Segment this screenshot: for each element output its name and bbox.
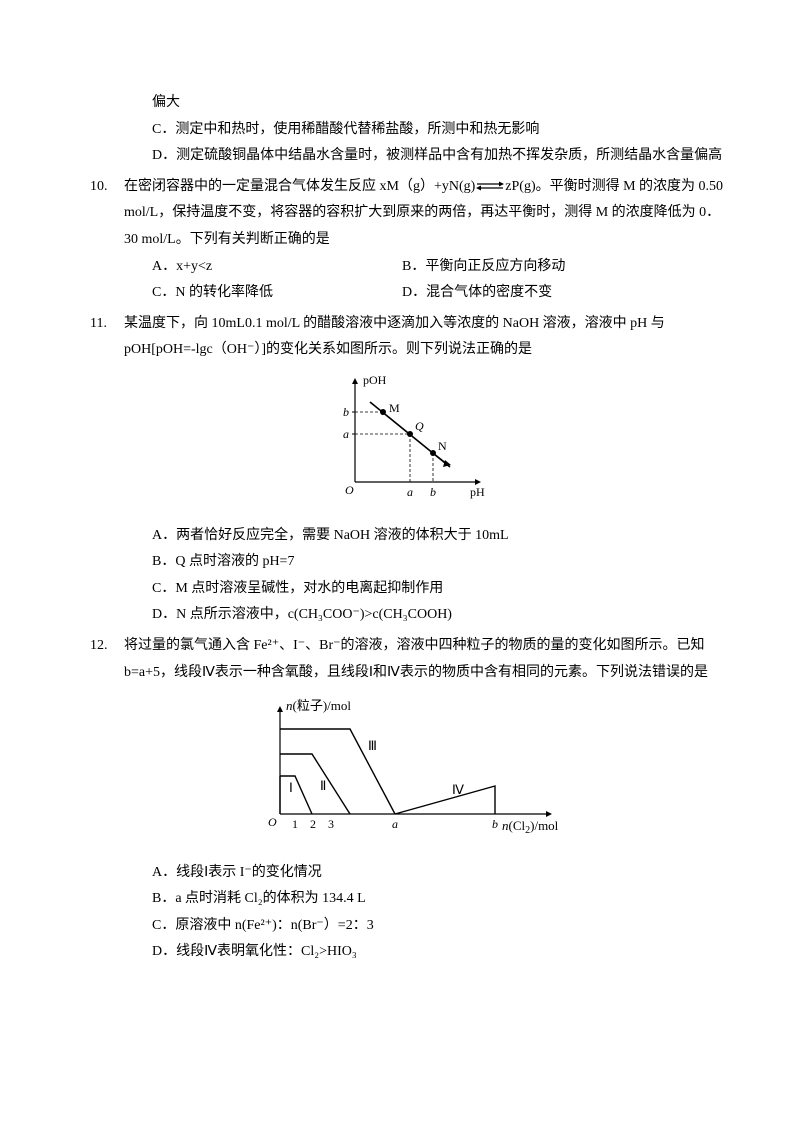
svg-text:M: M — [389, 401, 400, 415]
svg-text:Ⅳ: Ⅳ — [452, 782, 464, 797]
svg-text:Ⅱ: Ⅱ — [320, 778, 326, 793]
q12-opt-d: D．线段Ⅳ表明氧化性：Cl₂>HIO₃ — [152, 939, 730, 966]
svg-text:a: a — [343, 427, 349, 441]
q12-opt-c: C．原溶液中 n(Fe²⁺)：n(Br⁻）=2：3 — [152, 913, 730, 940]
q12-stem: 将过量的氯气通入含 Fe²⁺、I⁻、Br⁻的溶液，溶液中四种粒子的物质的量的变化… — [124, 633, 730, 686]
svg-text:1: 1 — [292, 817, 298, 831]
svg-text:2: 2 — [310, 817, 316, 831]
q12-opt-a: A．线段Ⅰ表示 I⁻的变化情况 — [152, 860, 730, 887]
svg-text:Ⅲ: Ⅲ — [368, 738, 377, 753]
q9-opt-b-tail: 偏大 — [152, 90, 730, 117]
q11-stem: 某温度下，向 10mL0.1 mol/L 的醋酸溶液中逐滴加入等浓度的 NaOH… — [124, 311, 730, 364]
q11-opt-c: C．M 点时溶液呈碱性，对水的电离起抑制作用 — [152, 576, 730, 603]
svg-text:n(Cl2)/mol: n(Cl2)/mol — [502, 818, 559, 836]
q11-chart: pOH pH O M Q N — [325, 372, 495, 502]
svg-text:N: N — [438, 439, 447, 453]
svg-text:b: b — [430, 485, 436, 499]
q10-stem: 在密闭容器中的一定量混合气体发生反应 xM（g）+yN(g)zP(g)。平衡时测… — [124, 174, 730, 254]
q11-opt-a: A．两者恰好反应完全，需要 NaOH 溶液的体积大于 10mL — [152, 523, 730, 550]
svg-text:Ⅰ: Ⅰ — [289, 780, 293, 795]
q11-opt-b: B．Q 点时溶液的 pH=7 — [152, 549, 730, 576]
q10-opt-d: D．混合气体的密度不变 — [402, 280, 552, 307]
q11-number: 11. — [90, 311, 124, 364]
q11-opt-d: D．N 点所示溶液中，c(CH₃COO⁻)>c(CH₃COOH) — [152, 602, 730, 629]
svg-text:a: a — [392, 817, 398, 831]
svg-text:O: O — [345, 483, 354, 497]
q9-opt-c: C．测定中和热时，使用稀醋酸代替稀盐酸，所测中和热无影响 — [152, 117, 730, 144]
q12-number: 12. — [90, 633, 124, 686]
q10-number: 10. — [90, 174, 124, 254]
q9-opt-d: D．测定硫酸铜晶体中结晶水含量时，被测样品中含有加热不挥发杂质，所测结晶水含量偏… — [152, 143, 730, 170]
svg-text:b: b — [492, 817, 498, 831]
svg-text:pOH: pOH — [363, 373, 387, 387]
svg-text:Q: Q — [415, 419, 424, 433]
svg-text:n(粒子)/mol: n(粒子)/mol — [286, 698, 351, 713]
svg-text:3: 3 — [328, 817, 334, 831]
svg-text:b: b — [343, 405, 349, 419]
q12-chart: n(粒子)/mol n(Cl2)/mol O 1 2 3 a b Ⅰ Ⅱ Ⅲ — [250, 694, 570, 839]
svg-text:a: a — [407, 485, 413, 499]
svg-text:pH: pH — [470, 485, 485, 499]
equilibrium-arrow-icon — [475, 180, 505, 192]
q10-opt-c: C．N 的转化率降低 — [152, 280, 402, 307]
q10-opt-a: A．x+y<z — [152, 254, 402, 281]
svg-text:O: O — [268, 815, 277, 829]
q10-opt-b: B．平衡向正反应方向移动 — [402, 254, 565, 281]
q12-opt-b: B．a 点时消耗 Cl₂的体积为 134.4 L — [152, 886, 730, 913]
